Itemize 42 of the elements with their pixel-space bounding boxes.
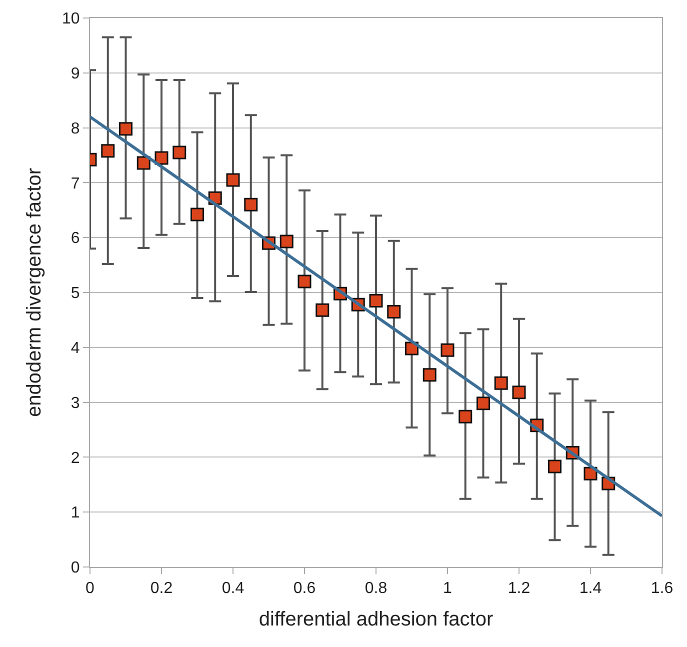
point: [440, 343, 454, 357]
y-tick-label: 5: [70, 285, 80, 302]
point: [548, 460, 562, 474]
point: [119, 122, 132, 136]
x-axis-title: differential adhesion factor: [258, 608, 494, 631]
y-tick-label: 6: [70, 230, 80, 248]
x-tick-label: 0.4: [222, 580, 244, 598]
x-tick-label: 0.8: [364, 580, 388, 598]
x-tick-label: 1.6: [650, 580, 674, 598]
x-tick-label: 1.4: [579, 580, 602, 598]
point: [136, 156, 150, 170]
y-tick-label: 9: [70, 66, 80, 82]
point: [172, 146, 186, 160]
point: [458, 410, 472, 424]
point: [190, 208, 204, 222]
y-tick-label: 10: [62, 10, 80, 28]
y-tick-label: 8: [70, 120, 80, 138]
point: [226, 173, 240, 187]
point: [316, 303, 330, 317]
point: [422, 368, 436, 382]
point: [476, 396, 490, 410]
y-tick-label: 0: [70, 560, 80, 577]
y-tick-label: 4: [70, 340, 80, 357]
x-tick-label: 0.2: [150, 580, 173, 598]
point: [280, 234, 294, 248]
x-tick-label: 0: [86, 580, 95, 598]
point: [244, 198, 258, 212]
point: [154, 151, 168, 165]
y-axis-title: endoderm divergence factor: [24, 168, 46, 418]
y-tick-label: 2: [70, 450, 80, 467]
x-tick-label: 0.6: [293, 580, 316, 598]
y-tick-label: 1: [70, 504, 80, 522]
point: [387, 304, 401, 318]
point: [101, 144, 115, 158]
y-tick-label: 7: [70, 175, 80, 192]
point: [369, 294, 383, 308]
x-tick-label: 1: [443, 580, 452, 598]
point: [494, 376, 508, 390]
y-tick-label: 3: [70, 394, 80, 412]
x-tick-label: 1.2: [508, 580, 530, 598]
point: [298, 274, 312, 288]
point: [512, 386, 526, 400]
